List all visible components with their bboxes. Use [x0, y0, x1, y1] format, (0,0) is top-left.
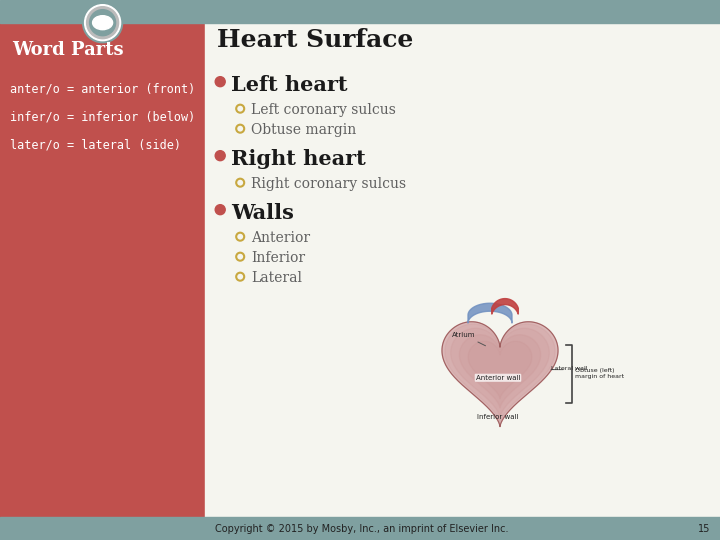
- Bar: [0, 517, 720, 540]
- Circle shape: [215, 77, 225, 87]
- Text: later/o = lateral (side): later/o = lateral (side): [10, 139, 181, 152]
- Bar: [205, 23, 720, 517]
- Text: Left heart: Left heart: [231, 75, 348, 94]
- Text: 15: 15: [698, 524, 710, 534]
- Text: Inferior: Inferior: [251, 251, 305, 265]
- Text: Inferior wall: Inferior wall: [477, 414, 518, 420]
- Circle shape: [215, 151, 225, 161]
- Text: Anterior wall: Anterior wall: [476, 375, 521, 381]
- Circle shape: [215, 205, 225, 215]
- Text: Heart Surface: Heart Surface: [217, 28, 413, 52]
- Circle shape: [89, 10, 116, 36]
- Bar: [0, 0, 720, 23]
- Text: Lateral: Lateral: [251, 271, 302, 285]
- Circle shape: [86, 6, 119, 39]
- Polygon shape: [492, 299, 518, 314]
- Polygon shape: [442, 322, 558, 427]
- Text: Right heart: Right heart: [231, 148, 366, 168]
- Ellipse shape: [93, 16, 112, 30]
- Polygon shape: [451, 328, 549, 417]
- Text: Walls: Walls: [231, 202, 294, 222]
- Text: anter/o = anterior (front): anter/o = anterior (front): [10, 83, 195, 96]
- Polygon shape: [459, 335, 541, 408]
- Text: Right coronary sulcus: Right coronary sulcus: [251, 177, 406, 191]
- Polygon shape: [468, 303, 512, 323]
- Text: Obtuse margin: Obtuse margin: [251, 123, 356, 137]
- Polygon shape: [445, 324, 555, 423]
- Text: infer/o = inferior (below): infer/o = inferior (below): [10, 111, 195, 124]
- Text: Copyright © 2015 by Mosby, Inc., an imprint of Elsevier Inc.: Copyright © 2015 by Mosby, Inc., an impr…: [215, 524, 509, 534]
- Polygon shape: [468, 341, 532, 399]
- Text: Word Parts: Word Parts: [12, 40, 124, 59]
- Circle shape: [85, 5, 121, 40]
- Circle shape: [83, 3, 122, 43]
- Bar: [0, 23, 205, 517]
- Text: Lateral wall: Lateral wall: [551, 366, 588, 370]
- Text: Left coronary sulcus: Left coronary sulcus: [251, 103, 396, 117]
- Text: Obtuse (left)
margin of heart: Obtuse (left) margin of heart: [575, 368, 624, 379]
- Text: Anterior: Anterior: [251, 231, 310, 245]
- Text: Atrium: Atrium: [452, 332, 485, 346]
